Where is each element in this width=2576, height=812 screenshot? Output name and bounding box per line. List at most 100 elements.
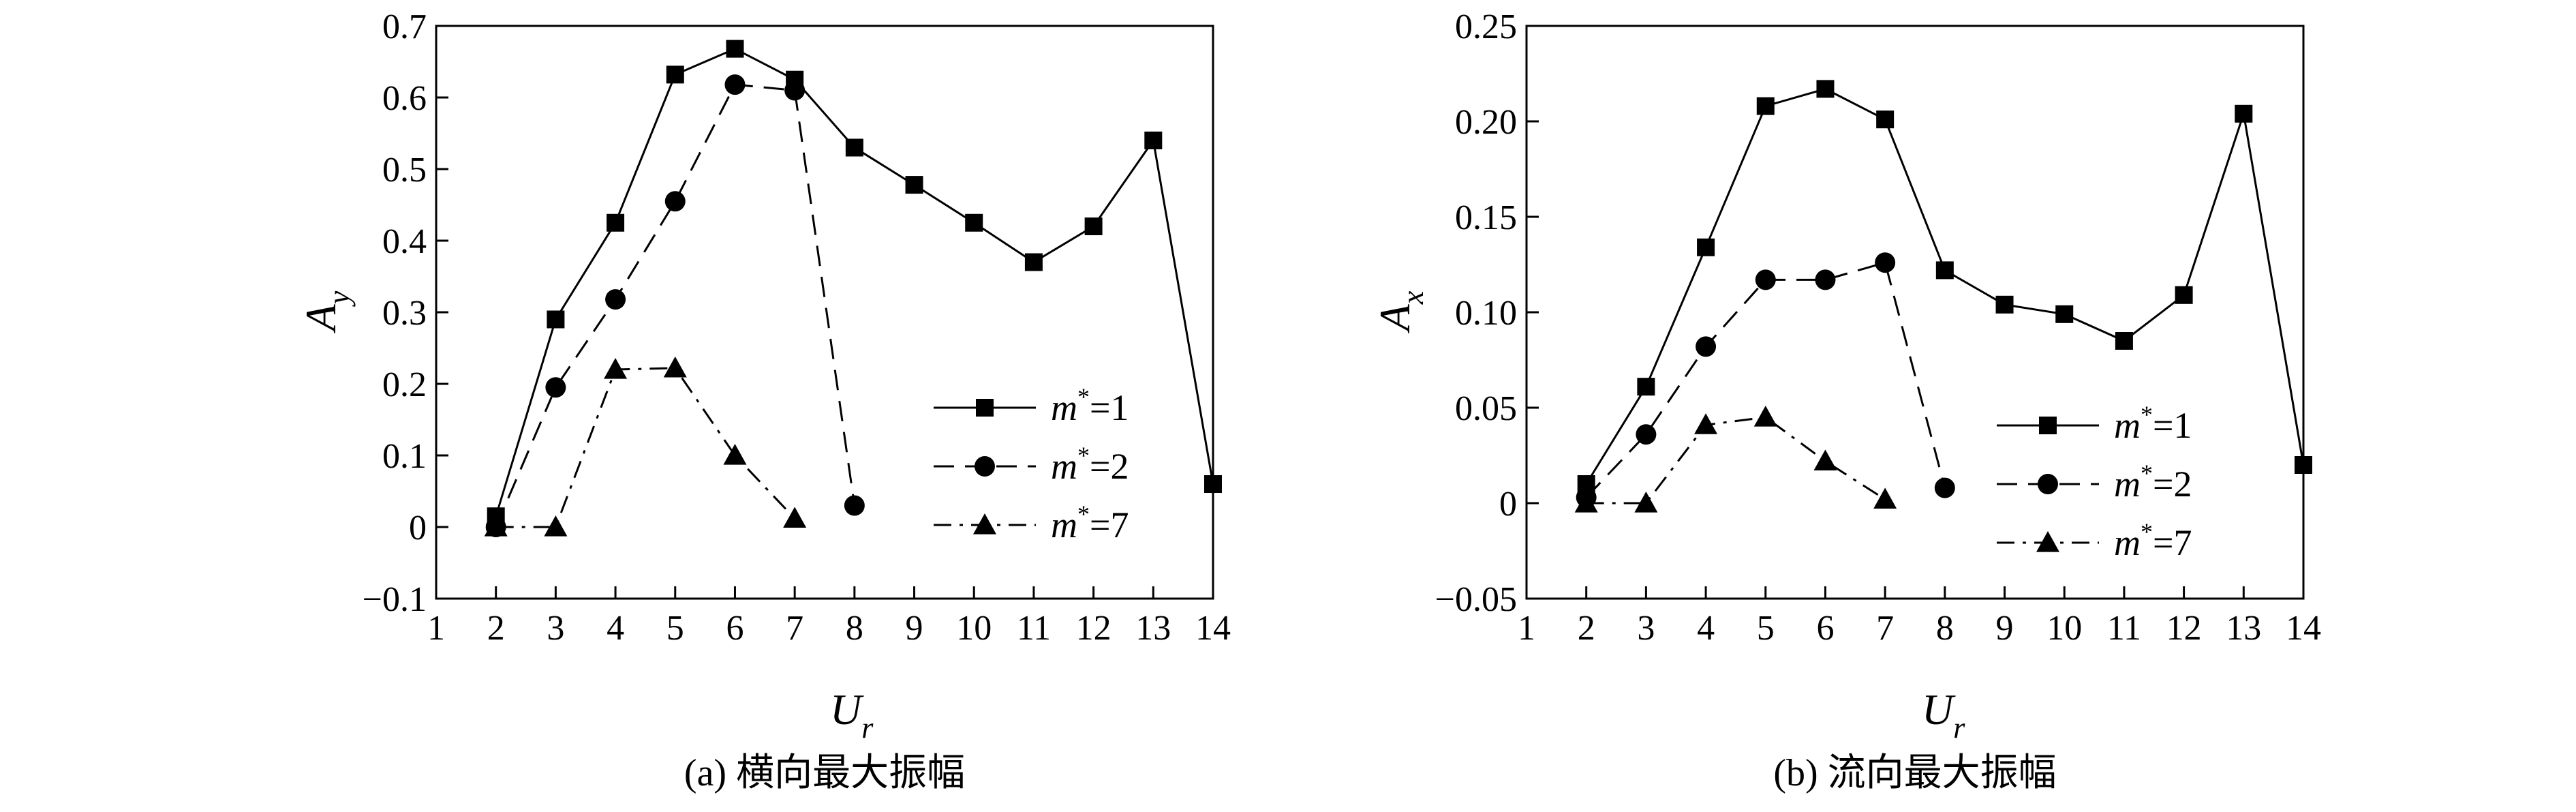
chart-a-series-3-point — [604, 358, 628, 379]
chart-b-x-tick-label: 13 — [2226, 609, 2261, 648]
chart-b-series-1-point — [1816, 80, 1835, 98]
chart-b-series-1-point — [2235, 104, 2253, 123]
chart-b-series-2-point — [1755, 269, 1776, 290]
chart-a-x-tick-label: 5 — [666, 609, 684, 648]
chart-a-legend-swatch-marker — [973, 513, 996, 535]
chart-a-series-1-point — [965, 213, 983, 232]
chart-b-series-2-point — [1815, 269, 1836, 290]
chart-b-series-3-point — [1634, 492, 1658, 513]
chart-a-transverse-amplitude: 1 2 3 4 5 6 7 8 9 10 11 12 13 14−0.100.10.20.30.40.50… — [296, 7, 1231, 794]
chart-a-y-tick-label: 0.2 — [382, 365, 427, 404]
chart-b-legend-swatch-marker — [2036, 531, 2059, 552]
chart-a-legend-swatch-marker — [976, 399, 994, 417]
chart-a-x-tick-label: 4 — [607, 609, 624, 648]
chart-a-x-tick-label: 8 — [846, 609, 863, 648]
chart-b-series-1-point — [1637, 378, 1655, 396]
chart-a-legend-label: m*=2 — [1051, 442, 1129, 487]
chart-a-series-1-point — [1144, 132, 1163, 149]
chart-b-legend-item-1: m*=1 — [1997, 401, 2192, 446]
chart-b-y-tick-label: 0.15 — [1455, 198, 1517, 237]
chart-a-series-3-point — [484, 515, 508, 537]
chart-a-series-3-point — [663, 356, 687, 378]
chart-a-series-3-point — [783, 507, 807, 528]
chart-b-series-2-point — [1636, 424, 1657, 445]
chart-a-series-2-point — [784, 80, 806, 101]
chart-a-series-3-point — [544, 515, 568, 537]
chart-a-series-2-point — [844, 495, 865, 516]
chart-a-x-tick-label: 12 — [1076, 609, 1111, 648]
chart-b-frame — [1525, 25, 2305, 600]
chart-b-legend-swatch-marker — [2038, 474, 2058, 494]
chart-a-legend-item-3: m*=7 — [934, 500, 1129, 545]
chart-b-x-tick-label: 6 — [1816, 609, 1834, 648]
chart-b-x-tick-label: 14 — [2286, 609, 2321, 648]
chart-b-series-1-point — [2295, 456, 2312, 474]
chart-a-series-1-point — [1204, 475, 1222, 493]
chart-b-caption: (b) 流向最大振幅 — [1773, 752, 2056, 794]
chart-a-series-1-point — [845, 138, 863, 157]
chart-b-y-tick-label: 0.10 — [1455, 294, 1517, 333]
chart-b-series-1-point — [1756, 97, 1775, 115]
chart-b-y-tick-label: 0.25 — [1455, 7, 1517, 46]
chart-b-y-tick-label: 0.20 — [1455, 103, 1517, 142]
chart-b-x-axis-label: Ur — [1922, 685, 1965, 745]
chart-b-legend-label: m*=7 — [2114, 518, 2192, 563]
chart-a-series-2-point — [664, 191, 686, 212]
chart-b-series-3-point — [1574, 492, 1598, 513]
chart-a-x-axis-label: Ur — [830, 685, 874, 745]
chart-a-y-tick-label: 0 — [409, 509, 427, 547]
chart-a-legend-label: m*=1 — [1051, 383, 1129, 428]
chart-a-series-3-point — [723, 444, 747, 465]
chart-b-x-tick-label: 10 — [2046, 609, 2082, 648]
chart-a-series-1-point — [1084, 217, 1103, 235]
chart-a-series-3-line — [495, 367, 796, 528]
chart-b-series-3-point — [1813, 449, 1837, 470]
chart-a-y-tick-label: 0.7 — [382, 7, 427, 46]
chart-a-y-tick-label: 0.4 — [382, 222, 427, 261]
chart-a-y-tick-label: 0.6 — [382, 79, 427, 118]
chart-a-legend-swatch-marker — [975, 456, 995, 477]
chart-b-series-1-line — [1585, 87, 2305, 485]
chart-b-y-tick-label: 0 — [1499, 485, 1517, 524]
chart-b-x-tick-label: 8 — [1936, 609, 1954, 648]
chart-a-legend-item-2: m*=2 — [934, 442, 1129, 487]
chart-b-series-2-point — [1934, 477, 1955, 498]
chart-a-series-2-point — [545, 377, 566, 398]
chart-a-x-tick-label: 10 — [956, 609, 992, 648]
chart-b-x-tick-label: 1 — [1518, 609, 1535, 648]
chart-b-x-tick-label: 3 — [1637, 609, 1655, 648]
chart-a-series-2-point — [605, 289, 626, 310]
chart-b-series-2 — [1576, 252, 1955, 508]
chart-a-series-3 — [484, 356, 807, 537]
chart-b-legend-label: m*=1 — [2114, 401, 2192, 446]
chart-a-x-tick-label: 14 — [1195, 609, 1231, 648]
chart-a-x-tick-label: 11 — [1017, 609, 1051, 648]
chart-b-series-1-point — [1697, 238, 1715, 256]
chart-a-legend-item-1: m*=1 — [934, 383, 1129, 428]
chart-b-legend-label: m*=2 — [2114, 460, 2192, 505]
chart-b-series-1-point — [1876, 110, 1895, 129]
chart-a-series-1-point — [726, 40, 744, 58]
chart-a-x-tick-label: 3 — [547, 609, 564, 648]
chart-a-series-2-line — [495, 83, 856, 528]
chart-b-streamwise-amplitude: 1 2 3 4 5 6 7 8 9 10 11 12 13 14−0.0500.050.100.150.2… — [1370, 7, 2321, 794]
chart-b-series-1-point — [1935, 261, 1954, 280]
chart-b-y-tick-label: −0.05 — [1435, 580, 1517, 619]
chart-a-x-tick-label: 2 — [487, 609, 505, 648]
chart-a-y-tick-label: −0.1 — [363, 580, 427, 619]
chart-a-y-tick-label: 0.5 — [382, 151, 427, 190]
chart-b-legend-item-3: m*=7 — [1997, 518, 2192, 563]
chart-a-x-tick-label: 13 — [1135, 609, 1171, 648]
chart-b-legend-item-2: m*=2 — [1997, 460, 2192, 505]
chart-b-series-3-point — [1873, 487, 1897, 509]
chart-a-series-1-point — [666, 65, 684, 84]
chart-a-series-2 — [485, 74, 865, 537]
chart-b-x-tick-label: 2 — [1578, 609, 1595, 648]
chart-b-y-axis-label: Ax — [1370, 290, 1430, 333]
chart-b-x-tick-label: 12 — [2166, 609, 2202, 648]
chart-a-x-tick-label: 6 — [726, 609, 743, 648]
chart-b-y-tick-label: 0.05 — [1455, 389, 1517, 428]
chart-a-y-tick-label: 0.1 — [382, 437, 427, 476]
chart-a-legend-label: m*=7 — [1051, 500, 1129, 545]
